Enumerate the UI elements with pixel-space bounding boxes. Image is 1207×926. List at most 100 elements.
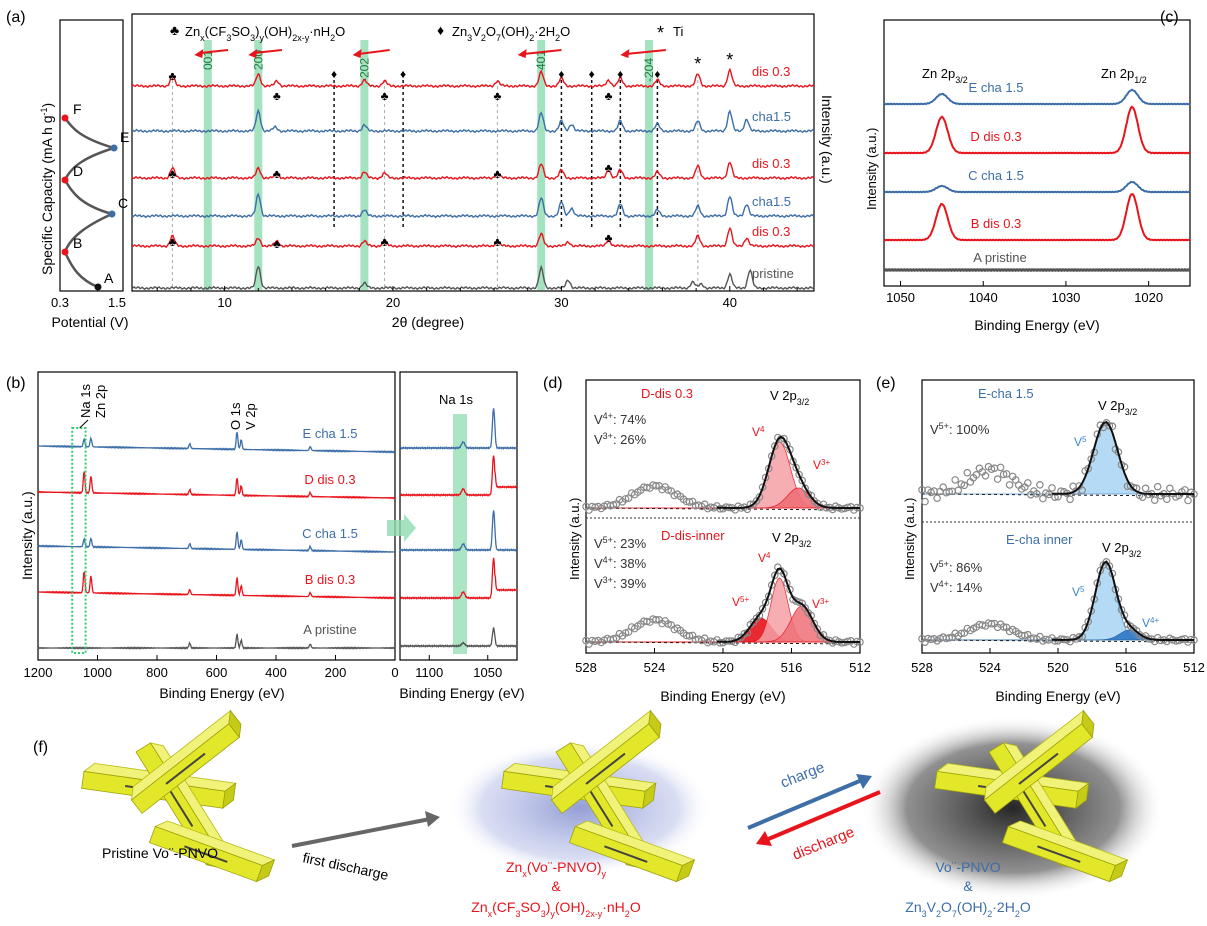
o-1s-label: O 1s [228,402,243,430]
xps-trace [883,105,1191,155]
rod-end-face [1108,859,1129,883]
data-point [1153,482,1162,491]
data-point [1163,495,1171,504]
na-zn-highlight-box [71,427,87,654]
data-point [1141,484,1150,493]
x-tick-label: 600 [206,665,228,680]
rod-slot [585,752,626,785]
panel-c-xlabel: Binding Energy (eV) [974,317,1099,333]
data-point [921,497,929,506]
data-point [1129,483,1138,492]
x-tick-label: 516 [781,660,803,675]
panel-d: (d) 528 524 520 516 512 D-dis 0.3 V 2p3/2 V4… [543,375,871,704]
charge-curve [63,117,119,289]
panel-d-label: (d) [543,375,563,392]
panel-a-reference-lines [171,74,699,288]
panel-e-top-peak: V 2p3/2 [1098,398,1137,417]
state-point [110,144,118,152]
data-point [954,486,963,495]
trace-label: C cha 1.5 [302,526,358,541]
fit-component [586,605,860,643]
fit-envelope [1051,560,1194,641]
data-point [609,500,618,509]
peak-index-label: -204 [642,58,656,82]
panel-d-top-title: D-dis 0.3 [641,386,693,401]
fit-envelope [716,567,860,643]
trace-label: D dis 0.3 [304,472,355,487]
inset-trace [399,510,518,552]
panel-a-left-xtick: 1.5 [108,295,126,310]
survey-trace [37,471,396,500]
nanorod [1001,820,1129,883]
panel-e-bottom-v4: V4+: 14% [930,579,983,595]
x-tick-label: 1020 [1134,290,1163,305]
trace-label: E cha 1.5 [303,426,358,441]
x-tick-label: 516 [1115,660,1137,675]
data-point [1002,470,1011,478]
x-tick-label: 0 [391,665,398,680]
panel-a-charge-curve: F E D C B A [61,101,129,291]
panel-a-label: (a) [6,9,26,26]
pristine-nanorods [81,709,276,883]
data-point [792,463,800,472]
rod-slot [604,845,648,863]
x-tick-label: 30 [554,295,568,310]
data-point [609,634,618,643]
trace-label: B dis 0.3 [305,572,356,587]
discharge-arrow [756,790,881,846]
rod-end-face [255,859,276,883]
panel-e-top-v5-label: V5 [1074,435,1087,450]
xrd-trace [131,226,815,249]
panel-e-label: (e) [876,375,896,392]
x-tick-label: 512 [849,660,871,675]
xrd-trace [131,192,815,219]
x-tick-label: 10 [217,295,231,310]
fit-component [586,441,860,509]
inset-trace [399,408,518,450]
inset-trace [399,455,518,497]
shift-arrowhead [620,49,630,58]
club-legend-formula: Znx(CF3SO3)y(OH)2x-y·nH2O [185,24,345,43]
trace-label: pristine [752,266,794,281]
trace-label: cha1.5 [752,194,791,209]
rod-slot [583,780,614,827]
highlight-band [254,40,263,290]
x-tick-label: 512 [1183,660,1205,675]
shift-arrow [254,49,282,54]
x-tick-label: 1040 [969,290,998,305]
panel-d-bottom-peak: V 2p3/2 [772,530,811,549]
x-tick-label: 520 [712,660,734,675]
first-discharge-label: first discharge [301,849,390,883]
diamond-marker: ♦ [617,67,623,81]
rod-slot [1018,752,1059,785]
xrd-trace [131,108,815,134]
panel-d-bottom-v3-label: V3+ [812,597,829,612]
inset-trace [399,557,518,600]
x-tick-label: 528 [911,660,933,675]
data-point [972,470,981,479]
inset-na-1s-label: Na 1s [439,392,473,407]
data-point [810,619,819,628]
data-point [740,629,749,638]
panel-d-ylabel: Intensity (a.u.) [567,498,582,580]
data-point [795,470,803,479]
na-1s-highlight-band [453,414,467,654]
data-point [1075,632,1084,641]
fit-baseline [585,507,861,511]
state-point [94,283,102,291]
panel-e: (e) 528 524 520 516 512 E-cha 1.5 V 2p3/2 V5… [876,375,1205,704]
panel-d-plot [582,433,864,648]
panel-a-xlabel: 2θ (degree) [392,314,464,330]
state-point [61,176,69,184]
club-marker: ♣ [493,89,501,103]
data-point [945,633,954,642]
x-tick-label: 524 [979,660,1001,675]
data-point [960,481,969,490]
panel-d-top-v4-label: V4 [752,425,765,440]
inset-trace [399,627,518,648]
trace-label: A pristine [303,622,356,637]
data-point [685,632,694,640]
state-label: B [73,235,82,251]
panel-c-traces: E cha 1.5 D dis 0.3 C cha 1.5 B dis 0.3 A pr… [883,80,1191,272]
data-point [963,468,972,477]
